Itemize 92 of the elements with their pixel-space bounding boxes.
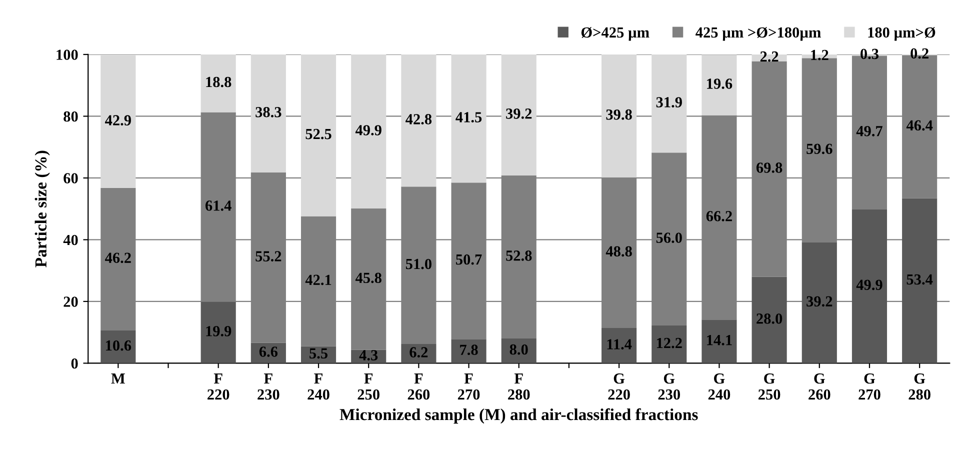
x-tick-label: G 220 — [608, 373, 630, 400]
data-label: 42.1 — [305, 274, 332, 286]
y-tick-label: 0 — [71, 358, 78, 369]
bar — [501, 54, 536, 176]
bar — [602, 328, 637, 364]
legend-label: Ø>425 µm — [581, 27, 650, 41]
data-label: 19.6 — [707, 78, 732, 89]
data-label: 49.9 — [856, 280, 882, 290]
bar — [100, 330, 136, 364]
data-label: 42.9 — [105, 115, 131, 126]
data-label: 6.6 — [259, 346, 278, 357]
data-label: 4.3 — [359, 350, 378, 360]
data-label: 48.8 — [606, 246, 632, 257]
y-tick-label: 20 — [64, 296, 78, 307]
data-label: 56.0 — [656, 232, 682, 243]
data-label: 6.2 — [410, 347, 428, 358]
data-label: 8.0 — [510, 344, 528, 355]
x-tick-label: F 220 — [208, 374, 230, 400]
x-tick-label: G 230 — [658, 373, 680, 400]
data-label: 38.3 — [256, 106, 282, 118]
y-axis-title: Particle size (%) — [34, 150, 50, 268]
x-tick-label: G 280 — [908, 373, 930, 400]
x-tick-label: F 260 — [408, 374, 430, 400]
bar — [451, 339, 486, 364]
data-label: 10.6 — [106, 340, 132, 351]
data-label: 28.0 — [756, 313, 782, 324]
data-label: 0.2 — [910, 48, 928, 59]
data-label: 61.4 — [205, 200, 232, 211]
data-label: 55.2 — [256, 251, 282, 262]
data-label: 46.2 — [105, 252, 131, 264]
bar — [652, 54, 687, 153]
data-label: 0.3 — [860, 48, 879, 60]
data-label: 18.8 — [206, 76, 232, 88]
data-label: 59.6 — [806, 144, 832, 154]
y-tick-label: 40 — [63, 234, 78, 246]
bar — [702, 320, 737, 364]
data-label: 31.9 — [656, 97, 682, 108]
data-label: 39.8 — [606, 109, 632, 120]
data-label: 7.8 — [460, 344, 478, 356]
data-label: 41.5 — [456, 112, 482, 122]
data-label: 46.4 — [906, 120, 933, 131]
data-label: 69.8 — [756, 162, 782, 173]
x-tick-label: F 250 — [358, 374, 380, 400]
data-label: 11.4 — [607, 339, 632, 350]
bar — [351, 54, 386, 209]
data-label: 39.2 — [506, 108, 532, 119]
bar — [100, 55, 136, 188]
data-label: 45.8 — [355, 272, 382, 284]
data-label: 39.2 — [806, 296, 832, 307]
data-label: 52.8 — [506, 250, 532, 261]
data-label: 49.7 — [856, 126, 882, 136]
bar — [200, 54, 236, 112]
bar — [451, 54, 486, 183]
bar — [902, 198, 938, 364]
bar — [602, 54, 637, 178]
bar — [652, 326, 687, 364]
x-tick-label: G 250 — [758, 373, 780, 400]
data-label: 19.9 — [206, 326, 232, 336]
bar — [200, 302, 236, 364]
data-label: 1.2 — [811, 50, 828, 60]
x-tick-label: G 240 — [708, 373, 730, 400]
data-label: 12.2 — [656, 338, 682, 348]
bar — [802, 242, 837, 364]
y-tick-label: 60 — [64, 173, 78, 184]
data-label: 2.2 — [760, 51, 778, 62]
data-label: 5.5 — [310, 348, 328, 359]
bar — [852, 209, 888, 364]
bar — [401, 54, 436, 187]
x-tick-label: F 270 — [458, 374, 480, 400]
x-tick-label: G 270 — [858, 373, 880, 400]
y-tick-label: 100 — [56, 50, 78, 60]
data-label: 52.5 — [306, 128, 332, 140]
bar — [752, 276, 787, 364]
data-label: 42.8 — [406, 114, 432, 124]
legend-label: 425 µm >Ø>180µm — [696, 27, 821, 41]
data-label: 53.4 — [906, 274, 933, 285]
bar — [300, 54, 336, 216]
bar — [702, 54, 737, 116]
x-tick-label: M — [111, 374, 125, 384]
data-label: 51.0 — [406, 258, 432, 270]
x-tick-label: G 260 — [808, 373, 830, 400]
y-tick-label: 80 — [64, 111, 78, 122]
data-label: 50.7 — [456, 254, 482, 265]
x-tick-label: F 240 — [308, 374, 330, 400]
data-label: 66.2 — [706, 211, 732, 222]
x-tick-label: F 280 — [508, 374, 530, 400]
x-tick-label: F 230 — [258, 374, 280, 400]
legend-label: 180 µm>Ø — [868, 27, 936, 41]
data-label: 49.9 — [355, 125, 382, 136]
data-label: 14.1 — [707, 335, 732, 346]
bar — [250, 54, 286, 172]
x-axis-title: Micronized sample (M) and air-classified fractions — [340, 408, 698, 424]
